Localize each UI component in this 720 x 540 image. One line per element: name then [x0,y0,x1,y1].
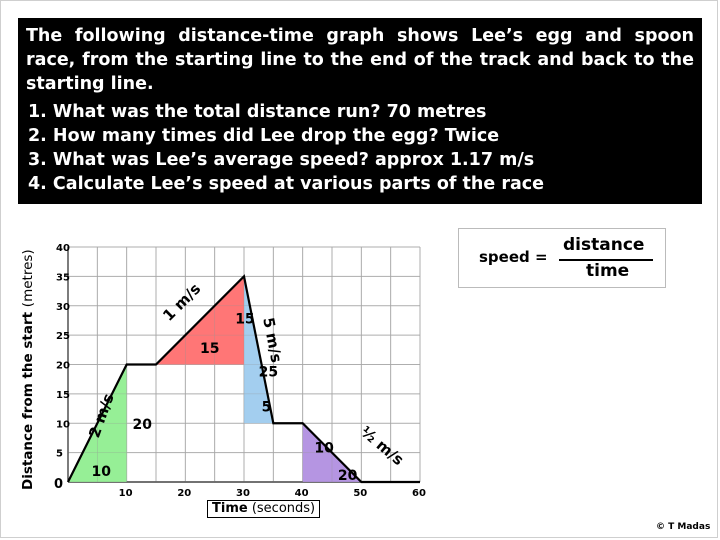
x-tick-label: 40 [295,488,309,499]
question-3: 3. What was Lee’s average speed? approx … [28,150,535,170]
x-axis-label: Time (seconds) [207,500,321,518]
question-1: 1. What was the total distance run? 70 m… [28,102,487,122]
formula-fraction-bar [559,259,653,261]
y-axis-label-main: Distance from the start [20,311,36,490]
question-4: 4. Calculate Lee’s speed at various part… [28,174,545,194]
y-tick-label: 30 [56,302,70,313]
y-tick-label: 10 [56,419,70,430]
triangle-side-label: 5 [262,400,272,416]
y-tick-label: 15 [56,390,70,401]
y-tick-label: 25 [56,331,70,342]
y-tick-label: 35 [56,272,70,283]
header-text: The following distance-time graph shows … [18,18,702,100]
x-tick-label: 60 [412,488,426,499]
x-tick-label: 50 [353,488,367,499]
x-tick-label: 10 [119,488,133,499]
formula-lhs: speed = [479,248,548,266]
copyright-text: © T Madas [656,522,711,532]
triangle-side-label: 20 [338,468,358,484]
triangle-side-label: 25 [259,364,278,380]
triangle-side-label: 10 [91,464,111,480]
questions-box: 1. What was the total distance run? 70 m… [18,98,702,204]
y-tick-label: 5 [56,449,63,460]
y-axis-label: Distance from the start (metres) [20,249,36,490]
triangle-side-label: 15 [200,341,219,357]
triangle-side-label: 20 [133,417,153,433]
x-tick-label: 20 [177,488,191,499]
question-2: 2. How many times did Lee drop the egg? … [28,126,500,146]
y-tick-label: 20 [56,361,70,372]
x-tick-label: 30 [236,488,250,499]
speed-formula: speed = distance time [458,228,666,288]
distance-time-line [67,274,420,484]
y-tick-label: 0 [54,477,63,492]
triangle-side-label: 15 [235,311,254,327]
x-axis-label-main: Time [212,501,248,516]
y-axis-label-unit: (metres) [20,249,36,308]
triangle-side-label: 10 [314,441,334,457]
formula-denominator: time [586,261,630,281]
formula-numerator: distance [563,235,645,255]
y-tick-label: 40 [56,243,70,254]
x-axis-label-unit: (seconds) [251,501,316,516]
